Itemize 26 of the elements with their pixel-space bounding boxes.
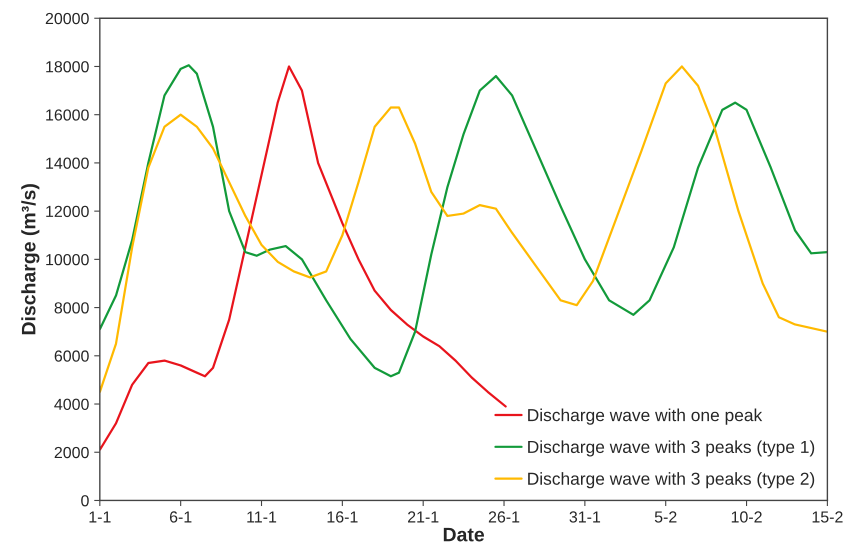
y-tick-label: 14000 xyxy=(46,158,89,169)
x-tick-label: 11-1 xyxy=(247,511,276,522)
x-tick-label: 21-1 xyxy=(408,511,438,522)
y-tick-label: 10000 xyxy=(46,254,89,266)
x-tick-label: 15-2 xyxy=(812,511,843,523)
y-tick-label: 2000 xyxy=(54,446,89,458)
y-tick-label: 0 xyxy=(81,495,89,506)
x-tick-label: 5-2 xyxy=(654,511,676,523)
x-tick-label: 26-1 xyxy=(488,511,520,523)
y-tick-label: 18000 xyxy=(46,61,89,72)
x-axis-title: Date xyxy=(444,528,484,542)
x-tick-label: 31-1 xyxy=(569,511,600,523)
y-axis-title: Discharge (m³/s) xyxy=(21,184,40,334)
legend-label: Discharge wave with 3 peaks (type 1) xyxy=(528,440,814,457)
y-tick-label: 4000 xyxy=(54,398,89,410)
x-tick-label: 1-1 xyxy=(90,511,111,522)
y-tick-label: 6000 xyxy=(54,350,89,362)
x-tick-label: 10-2 xyxy=(732,511,762,523)
y-tick-label: 12000 xyxy=(46,206,89,218)
legend-label: Discharge wave with one peak xyxy=(528,408,762,425)
x-tick-label: 6-1 xyxy=(170,511,192,523)
y-tick-label: 16000 xyxy=(46,109,89,121)
y-tick-label: 20000 xyxy=(46,12,89,24)
x-tick-label: 16-1 xyxy=(328,511,358,523)
y-tick-label: 8000 xyxy=(54,302,89,314)
legend-label: Discharge wave with 3 peaks (type 2) xyxy=(528,472,814,488)
